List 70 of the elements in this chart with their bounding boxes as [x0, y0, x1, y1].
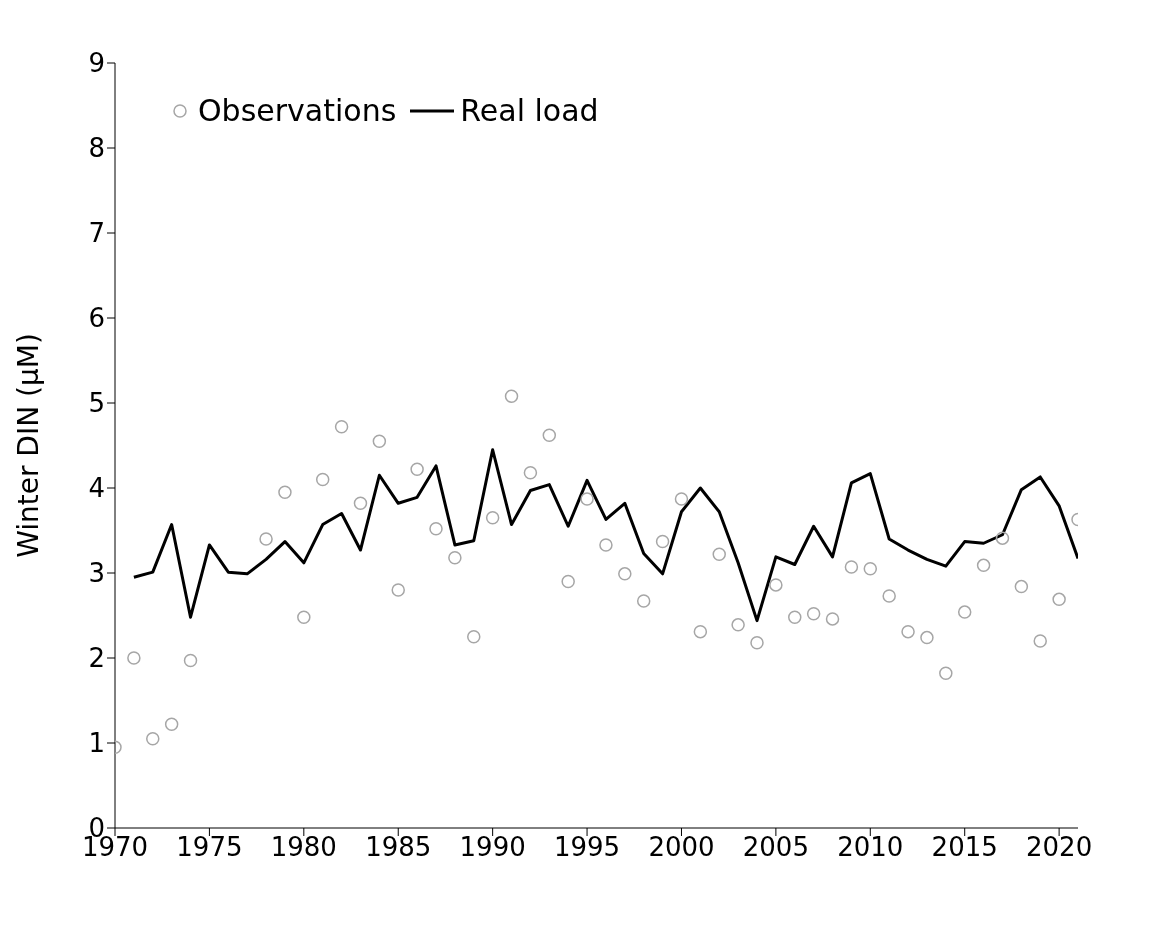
- point: [580, 492, 594, 506]
- point: [957, 605, 972, 619]
- y-tick-label: 9: [88, 48, 105, 79]
- point: [976, 558, 991, 573]
- point: [561, 574, 575, 589]
- point: [315, 472, 330, 487]
- point: [334, 420, 349, 434]
- point: [1014, 579, 1029, 594]
- point: [939, 666, 953, 681]
- point: [636, 594, 651, 608]
- x-tick-label: 2010: [837, 832, 904, 863]
- point: [693, 624, 708, 639]
- x-tick-label: 2015: [931, 832, 998, 863]
- point: [712, 547, 726, 562]
- y-tick-label: 7: [88, 218, 105, 249]
- y-tick-label: 2: [88, 643, 105, 674]
- point: [674, 492, 689, 506]
- point: [278, 485, 292, 499]
- y-tick-label: 6: [88, 303, 105, 334]
- point: [372, 434, 387, 448]
- point: [882, 589, 896, 603]
- point: [731, 618, 745, 632]
- point: [1033, 634, 1047, 648]
- point: [523, 465, 538, 480]
- point: [806, 607, 821, 621]
- point: [542, 428, 557, 443]
- point: [146, 732, 160, 746]
- legend-label: Observations: [197, 93, 397, 128]
- point: [901, 624, 915, 639]
- x-tick-label: 1985: [365, 832, 432, 863]
- point: [655, 534, 670, 549]
- y-axis-title: Winter DIN (µM): [11, 333, 45, 558]
- y-tick-label: 3: [88, 558, 105, 589]
- point: [297, 610, 311, 624]
- x-tick-label: 1980: [270, 832, 337, 863]
- y-tick-label: 1: [88, 728, 105, 759]
- point: [391, 583, 405, 597]
- point: [788, 610, 802, 624]
- y-tick-label: 4: [88, 473, 105, 504]
- x-tick-label: 2005: [742, 832, 809, 863]
- x-tick-label: 2020: [1026, 832, 1093, 863]
- point: [429, 522, 443, 536]
- x-tick-label: 1975: [176, 832, 243, 863]
- point: [410, 462, 424, 477]
- point: [750, 635, 764, 650]
- point: [504, 389, 519, 403]
- point: [127, 651, 141, 665]
- point: [844, 560, 859, 574]
- point: [448, 550, 462, 565]
- legend-label: Real load: [459, 93, 599, 128]
- point: [863, 562, 878, 576]
- point: [769, 578, 783, 592]
- point: [995, 531, 1010, 545]
- point: [164, 717, 179, 732]
- point: [618, 567, 632, 581]
- point: [485, 511, 500, 525]
- point: [599, 538, 613, 552]
- point: [1052, 592, 1066, 607]
- point: [259, 532, 273, 546]
- point: [183, 653, 198, 668]
- line-series: [132, 448, 1078, 623]
- x-tick-label: 1990: [459, 832, 526, 863]
- point: [353, 496, 368, 511]
- point: [825, 612, 840, 626]
- x-tick-label: 1995: [553, 832, 621, 863]
- y-tick-label: 8: [88, 133, 105, 164]
- x-tick-label: 2000: [648, 832, 715, 863]
- point: [920, 630, 934, 645]
- y-tick-label: 5: [88, 388, 105, 419]
- point: [467, 630, 481, 644]
